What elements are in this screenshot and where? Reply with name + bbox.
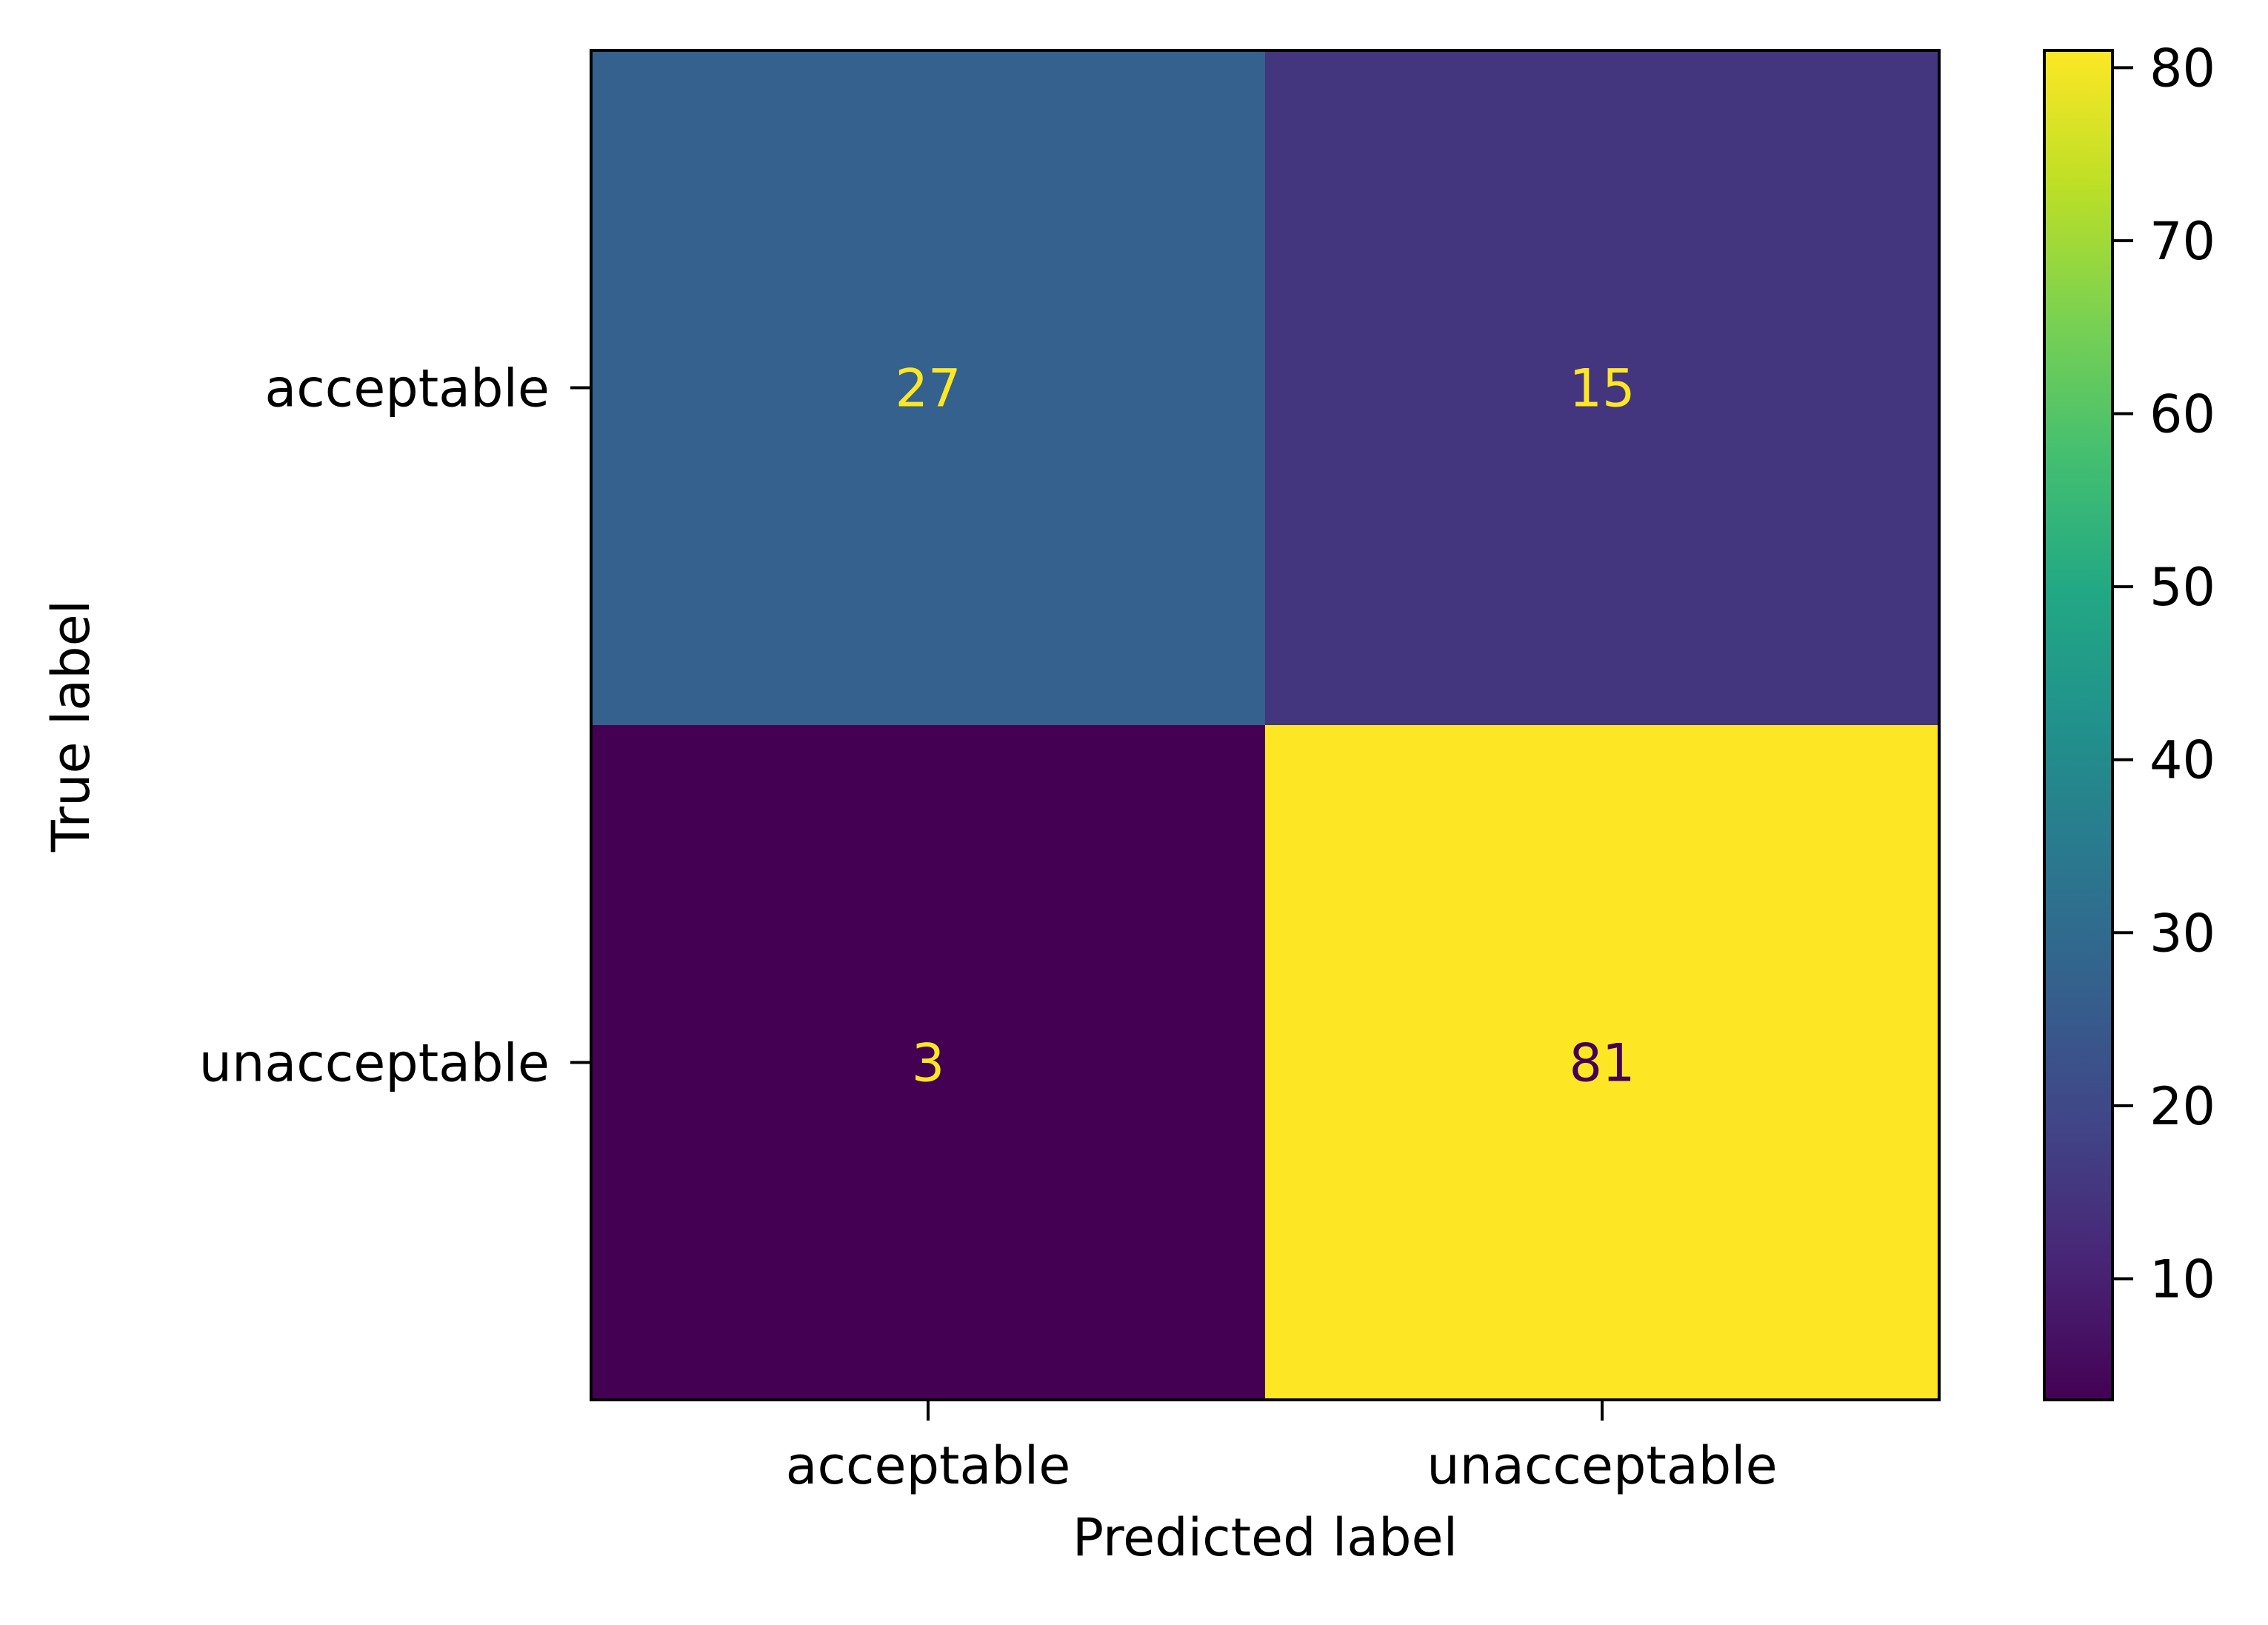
colorbar-tick-label: 20 bbox=[2149, 1076, 2215, 1137]
cell-value-label: 81 bbox=[1569, 1033, 1635, 1094]
colorbar-tick-label: 60 bbox=[2149, 384, 2215, 445]
cell-annotations: 27 15 3 81 bbox=[895, 358, 1635, 1094]
cell-value-label: 15 bbox=[1569, 358, 1635, 419]
x-tick-label: unacceptable bbox=[1427, 1435, 1777, 1496]
y-tick-label: unacceptable bbox=[199, 1033, 550, 1094]
colorbar: 10 20 30 40 50 60 70 80 bbox=[2043, 38, 2215, 1401]
y-axis-label: True label bbox=[41, 600, 101, 852]
colorbar-tick-label: 30 bbox=[2149, 903, 2215, 964]
x-axis-label: Predicted label bbox=[1073, 1507, 1458, 1568]
heatmap-cell bbox=[591, 50, 1266, 726]
y-tick-label: acceptable bbox=[264, 358, 550, 419]
x-axis-ticks: acceptable unacceptable bbox=[786, 1400, 1778, 1496]
plot-frame bbox=[590, 49, 1941, 1401]
colorbar-tick-label: 70 bbox=[2149, 211, 2215, 272]
colorbar-frame bbox=[2043, 49, 2114, 1401]
colorbar-tick-label: 80 bbox=[2149, 38, 2215, 99]
heatmap-cells bbox=[591, 50, 1940, 1401]
colorbar-ticks: 10 20 30 40 50 60 70 80 bbox=[2112, 38, 2215, 1309]
x-tick-label: acceptable bbox=[786, 1435, 1071, 1496]
heatmap-cell bbox=[1265, 725, 1940, 1401]
heatmap-cell bbox=[1265, 50, 1940, 726]
cell-value-label: 3 bbox=[912, 1033, 945, 1094]
colorbar-tick-label: 40 bbox=[2149, 730, 2215, 791]
colorbar-tick-label: 50 bbox=[2149, 557, 2215, 618]
colorbar-gradient bbox=[2044, 50, 2112, 1400]
cell-value-label: 27 bbox=[895, 358, 961, 419]
y-axis-ticks: acceptable unacceptable bbox=[199, 358, 591, 1094]
colorbar-tick-label: 10 bbox=[2149, 1249, 2215, 1309]
heatmap-cell bbox=[591, 725, 1266, 1401]
